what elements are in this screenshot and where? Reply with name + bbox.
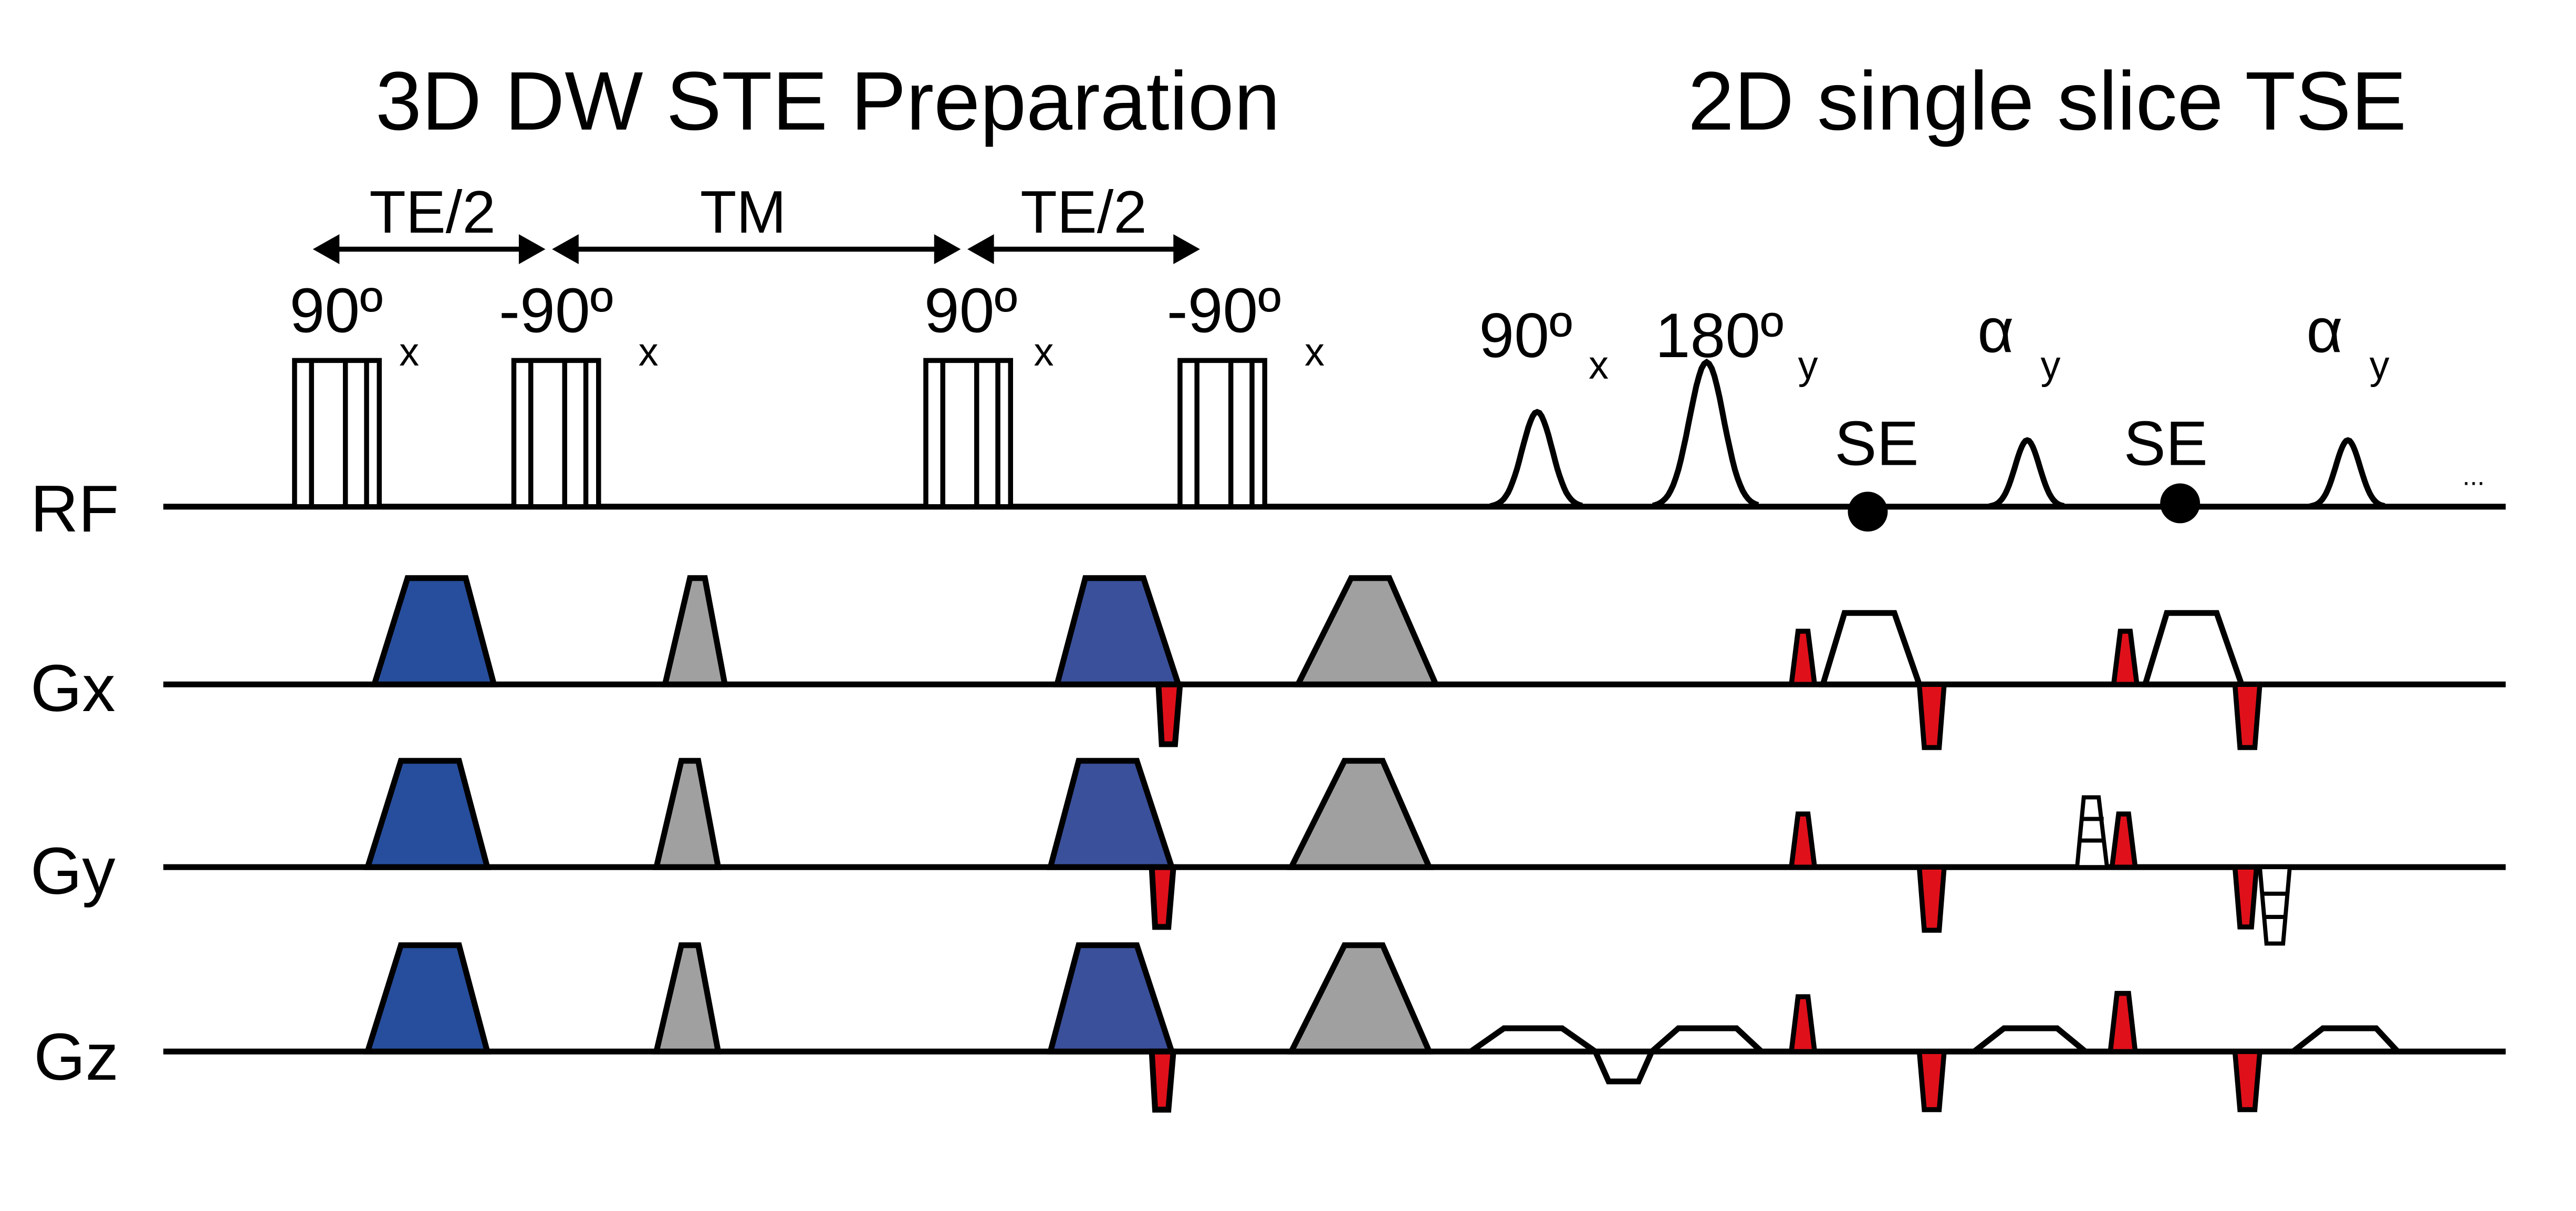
rf-label-p4-sub: x (1305, 330, 1324, 374)
crusher-gradient (1286, 942, 1434, 1055)
spoiler-gradient (1149, 864, 1177, 930)
tm-label: TM (700, 179, 786, 246)
se-label-1: SE (1834, 409, 1918, 479)
te-half-label-1: TE/2 (369, 179, 495, 246)
rf-label-alpha1-sub: y (2040, 343, 2060, 388)
readout-gradient (1819, 610, 1924, 687)
rf-label-alpha1: α (1977, 296, 2014, 366)
slice-select-gradient (1650, 1025, 1764, 1054)
rf-label-alpha2: α (2307, 296, 2343, 366)
diffusion-gradient-lobe (363, 942, 492, 1055)
rf-90-excitation (1489, 409, 1583, 509)
spoiler-gradient (2111, 629, 2140, 687)
spin-echo-marker (2160, 483, 2200, 524)
rf-label-p2-sub: x (639, 330, 659, 374)
title-ste-preparation: 3D DW STE Preparation (376, 55, 1280, 148)
spoiler-gradient (2232, 864, 2259, 930)
phase-encode-table (2074, 795, 2110, 870)
crusher-gradient (661, 575, 728, 687)
crusher-gradient (1286, 758, 1434, 870)
phase-rewind-table (2257, 865, 2292, 946)
axis-label-gy: Gy (30, 833, 116, 908)
slice-select-gradient (1469, 1025, 1597, 1054)
diffusion-gradient-lobe (1053, 575, 1183, 687)
rf-label-p3: 90º (924, 276, 1018, 346)
rf-label-tse180-sub: y (1798, 343, 1818, 388)
spoiler-gradient (1149, 1048, 1177, 1113)
diffusion-gradient-lobe (1046, 758, 1176, 870)
spoiler-gradient (1788, 629, 1818, 687)
crusher-gradient (652, 942, 722, 1055)
spoiler-gradient (2107, 990, 2139, 1055)
spoiler-gradient (1788, 811, 1818, 870)
spoiler-gradient (1155, 681, 1183, 747)
rf-labels: 90º x -90º x 90º x -90º x 90º x 180º y α… (289, 276, 2485, 491)
spoiler-gradient (1916, 864, 1947, 933)
rf-alpha-refocus (1988, 437, 2065, 509)
rf-alpha-refocus (2308, 437, 2385, 509)
diffusion-gradient-lobe (1046, 942, 1176, 1055)
te-half-label-2: TE/2 (1020, 179, 1146, 246)
axis-label-gx: Gx (30, 651, 116, 725)
rf-label-p3-sub: x (1034, 330, 1054, 374)
rf-label-tse180: 180º (1655, 300, 1784, 371)
title-tse: 2D single slice TSE (1688, 55, 2406, 148)
rf-label-p1-sub: x (399, 330, 419, 374)
continuation-ellipsis: ... (2463, 461, 2485, 491)
spoiler-gradient (2232, 1049, 2263, 1112)
rf-label-p4: -90º (1167, 276, 1281, 346)
spoiler-gradient (2109, 811, 2139, 870)
slice-select-gradient (2291, 1025, 2400, 1054)
rf-label-p1: 90º (289, 276, 383, 346)
spoiler-gradient (1916, 682, 1947, 750)
diffusion-gradient-lobe (370, 575, 498, 687)
rf-label-tse90-sub: x (1589, 343, 1609, 388)
crusher-gradient (1293, 575, 1441, 687)
readout-gradient (2141, 610, 2246, 687)
rf-180-refocus (1652, 358, 1759, 508)
spoiler-gradient (1916, 1049, 1947, 1112)
spoiler-gradient (2232, 682, 2263, 750)
slice-select-gradient (1972, 1025, 2088, 1054)
axis-label-gz: Gz (34, 1019, 119, 1094)
rf-label-alpha2-sub: y (2370, 343, 2390, 388)
spoiler-gradient (1788, 994, 1818, 1055)
waveforms (163, 358, 2506, 1113)
axis-label-rf: RF (30, 471, 119, 546)
rf-label-tse90: 90º (1479, 300, 1572, 371)
diffusion-gradient-lobe (363, 758, 492, 870)
rf-label-p2: -90º (499, 276, 613, 346)
se-label-2: SE (2124, 409, 2208, 479)
crusher-gradient (652, 758, 722, 870)
spin-echo-marker (1848, 492, 1888, 532)
slice-rephase-gradient (1592, 1050, 1655, 1084)
timing-arrows (312, 234, 1200, 264)
